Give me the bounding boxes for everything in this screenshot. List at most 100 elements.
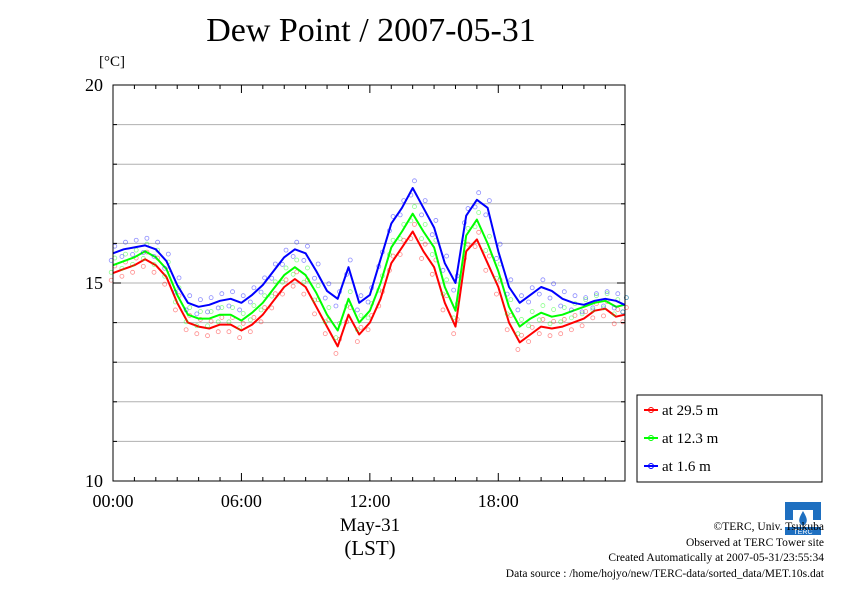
legend-label: at 1.6 m	[662, 459, 711, 475]
data-point	[205, 333, 210, 339]
data-point	[226, 329, 232, 335]
data-point	[526, 339, 531, 345]
data-point	[508, 277, 514, 283]
data-point	[294, 257, 300, 263]
chart-title: Dew Point / 2007-05-31	[206, 12, 536, 49]
data-point	[283, 265, 289, 271]
data-point	[315, 283, 321, 289]
data-point	[262, 275, 268, 281]
data-point	[536, 331, 542, 337]
data-point	[140, 250, 146, 255]
data-point	[611, 305, 617, 311]
series-0	[108, 221, 629, 356]
data-point	[583, 297, 589, 303]
data-point	[572, 293, 578, 299]
legend-marker	[648, 463, 654, 469]
logo-text: TERC	[793, 529, 812, 536]
data-point	[494, 256, 499, 261]
data-point	[205, 323, 210, 329]
data-point	[290, 254, 296, 259]
data-point	[476, 229, 482, 235]
data-point	[219, 291, 225, 297]
data-point	[365, 315, 371, 321]
data-point	[269, 275, 275, 281]
data-point	[547, 333, 553, 339]
data-point	[419, 256, 424, 261]
x-tick-label: 18:00	[478, 491, 519, 511]
data-point	[198, 297, 203, 303]
data-point	[301, 258, 307, 263]
data-point	[155, 239, 161, 245]
data-point	[262, 293, 268, 299]
terc-logo-icon: TERC	[783, 500, 823, 536]
credit-line: Data source : /home/hojyo/new/TERC-data/…	[505, 567, 824, 580]
data-point	[504, 311, 510, 317]
series-2	[108, 178, 629, 317]
data-point	[579, 309, 585, 315]
data-point	[429, 271, 435, 277]
data-point	[219, 315, 225, 320]
data-point	[540, 317, 546, 322]
x-axis-date-label: May-31	[339, 515, 401, 536]
legend-marker	[648, 435, 654, 441]
data-point	[476, 210, 482, 215]
data-point	[283, 277, 289, 283]
credit-line: Created Automatically at 2007-05-31/23:5…	[608, 552, 824, 565]
data-point	[333, 351, 339, 356]
data-point	[569, 315, 574, 321]
data-point	[269, 305, 275, 311]
data-point	[151, 269, 157, 275]
data-point	[354, 327, 360, 333]
data-point	[504, 327, 510, 333]
data-point	[333, 335, 339, 341]
data-point	[208, 319, 214, 324]
data-point	[412, 221, 417, 227]
data-point	[483, 267, 489, 273]
data-point	[558, 331, 564, 337]
data-point	[465, 241, 471, 247]
data-point	[151, 254, 157, 259]
data-point	[237, 325, 243, 331]
data-point	[540, 303, 546, 308]
data-point	[301, 291, 307, 297]
data-point	[601, 305, 606, 311]
data-point	[130, 261, 136, 267]
data-point	[187, 305, 193, 310]
data-point	[130, 252, 136, 257]
data-point	[422, 221, 428, 227]
data-point	[173, 299, 178, 305]
data-point	[486, 233, 492, 239]
data-point	[294, 269, 300, 275]
data-point	[208, 295, 214, 301]
data-point	[583, 309, 589, 314]
data-point	[504, 291, 510, 297]
data-point	[240, 293, 246, 299]
data-point	[444, 253, 449, 259]
data-point	[290, 283, 296, 289]
y-axis-unit-label: [°C]	[99, 54, 125, 70]
data-point	[590, 307, 596, 313]
data-point	[272, 261, 278, 267]
data-point	[519, 332, 524, 338]
data-point	[354, 339, 360, 345]
data-point	[326, 305, 332, 310]
series-layer	[108, 178, 629, 356]
data-point	[569, 327, 574, 333]
data-point	[187, 293, 193, 299]
data-point	[536, 317, 542, 323]
data-point	[151, 261, 157, 267]
data-point	[237, 307, 243, 313]
data-point	[283, 247, 289, 253]
data-point	[551, 307, 556, 312]
data-point	[494, 291, 499, 297]
data-point	[444, 277, 449, 283]
data-point	[219, 305, 225, 310]
data-point	[561, 289, 567, 295]
data-point	[440, 267, 446, 273]
data-point	[579, 323, 585, 329]
data-point	[322, 319, 328, 325]
data-point	[561, 317, 567, 322]
data-point	[230, 305, 235, 310]
data-point	[165, 251, 171, 257]
data-point	[162, 273, 168, 279]
